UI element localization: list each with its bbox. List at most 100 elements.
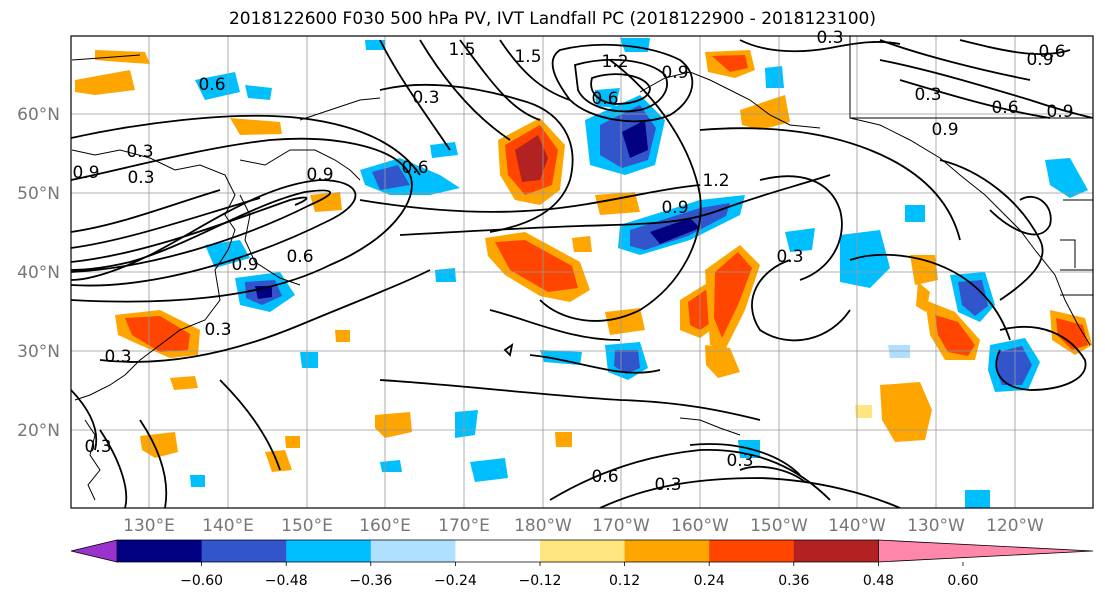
contour-label: 0.3	[654, 475, 681, 495]
colorbar-segment	[793, 540, 879, 562]
contour-label: 0.6	[591, 89, 618, 109]
contour-label: 0.6	[286, 247, 313, 267]
colorbar-segment	[201, 540, 287, 562]
colorbar-tick-label: 0.60	[947, 573, 978, 589]
shade-region	[75, 70, 135, 95]
shade-region	[765, 66, 784, 88]
shade-region	[785, 228, 815, 252]
contour-label: 0.3	[726, 451, 753, 471]
contour-label: 0.3	[204, 320, 231, 340]
colorbar-segment	[286, 540, 372, 562]
contour-label: 0.3	[914, 85, 941, 105]
longitude-label: 140°E	[202, 516, 254, 536]
shade-region	[650, 218, 700, 244]
shade-region	[125, 316, 190, 352]
colorbar-tick-label: 0.12	[609, 573, 640, 589]
colorbar-outline	[117, 539, 879, 563]
longitude-label: 170°E	[438, 516, 490, 536]
colorbar-tick-label: −0.12	[519, 573, 562, 589]
colorbar-tick-label: 0.48	[863, 573, 894, 589]
contour-label: 1.5	[514, 47, 541, 67]
colorbar-ticks: −0.60 −0.48 −0.36 −0.24 −0.12 0.12 0.24 0.36 0.4…	[180, 562, 979, 589]
shade-region	[470, 458, 508, 482]
shade-region	[916, 282, 930, 312]
shade-region	[740, 95, 790, 130]
contour-label: 0.9	[1026, 50, 1053, 70]
shade-region	[375, 412, 412, 438]
positive-anomaly-shading	[75, 50, 1092, 472]
colorbar-segment	[455, 540, 541, 562]
contour-label: 0.3	[126, 142, 153, 162]
colorbar-segment	[624, 540, 710, 562]
contour-label: 0.9	[931, 120, 958, 140]
shade-region	[712, 55, 748, 72]
longitude-label: 130°E	[123, 516, 175, 536]
contour-label: 0.3	[104, 347, 131, 367]
contour-label: 0.3	[127, 168, 154, 188]
shade-region	[310, 192, 342, 212]
shade-region	[935, 315, 975, 356]
graticule	[71, 36, 1093, 508]
shade-region	[614, 350, 640, 374]
shade-region	[190, 475, 205, 487]
latitude-label: 20°N	[17, 421, 60, 441]
contour-label: 0.3	[84, 437, 111, 457]
shade-region	[95, 50, 150, 64]
shade-region	[195, 72, 240, 100]
contour-label: 0.9	[1046, 102, 1073, 122]
shade-region	[555, 432, 572, 447]
shade-region	[996, 346, 1032, 385]
shade-region	[365, 40, 385, 50]
contour-label: 0.9	[306, 165, 333, 185]
colorbar-segment	[540, 540, 626, 562]
longitude-label: 160°W	[671, 516, 729, 536]
contour-label: 1.2	[601, 52, 628, 72]
longitude-label: 140°W	[828, 516, 886, 536]
shade-region	[905, 205, 925, 222]
colorbar-extend-min	[70, 539, 118, 563]
contour-label: 0.6	[401, 158, 428, 178]
colorbar-tick-label: 0.36	[778, 573, 809, 589]
contour-label: 0.3	[776, 247, 803, 267]
longitude-label: 170°W	[592, 516, 650, 536]
contour-label: 1.5	[448, 40, 475, 60]
contour-label: 1.2	[702, 171, 729, 191]
contour-lines	[71, 39, 1093, 508]
shade-region	[714, 252, 752, 338]
shade-region	[170, 376, 198, 390]
map-title: 2018122600 F030 500 hPa PV, IVT Landfall…	[228, 9, 876, 29]
shade-region	[300, 352, 318, 368]
shade-region	[595, 192, 640, 215]
shade-region	[435, 268, 456, 282]
shade-region	[855, 405, 872, 418]
colorbar-segment	[117, 540, 203, 562]
shade-region	[245, 85, 272, 100]
shade-region	[888, 345, 910, 358]
shade-region	[1056, 318, 1088, 350]
contour-label: 0.6	[1038, 42, 1065, 62]
shade-region	[230, 118, 282, 135]
colorbar-tick-label: −0.60	[180, 573, 223, 589]
shade-region	[958, 280, 988, 316]
contour-label: 0.6	[991, 98, 1018, 118]
colorbar-segment	[370, 540, 456, 562]
contour-labels: 0.30.91.50.60.90.30.60.90.30.6 0.90.91.20…	[72, 28, 1073, 495]
latitude-label: 30°N	[17, 342, 60, 362]
latitude-label: 50°N	[17, 184, 60, 204]
shade-region	[495, 240, 578, 292]
shade-region	[705, 345, 740, 378]
shade-region	[965, 490, 990, 508]
shade-region	[622, 120, 648, 158]
coastlines	[71, 36, 1093, 501]
contour-label: 0.9	[231, 255, 258, 275]
map-content	[71, 36, 1093, 508]
longitude-label: 160°E	[359, 516, 411, 536]
colorbar-tick-label: 0.24	[694, 573, 725, 589]
shade-region	[380, 460, 402, 472]
contour-label: 0.9	[72, 163, 99, 183]
colorbar-segment	[709, 540, 795, 562]
shade-region	[515, 135, 548, 182]
colorbar	[70, 539, 1094, 563]
contour-label: 0.9	[661, 63, 688, 83]
contour-label: 0.9	[661, 198, 688, 218]
